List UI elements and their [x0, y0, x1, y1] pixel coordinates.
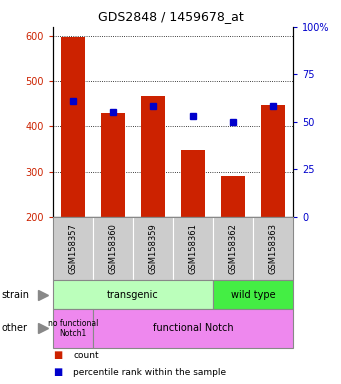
Text: GSM158361: GSM158361 — [189, 223, 197, 274]
Text: no functional
Notch1: no functional Notch1 — [48, 319, 98, 338]
Text: GDS2848 / 1459678_at: GDS2848 / 1459678_at — [98, 10, 243, 23]
Bar — [181, 150, 205, 217]
Text: GSM158357: GSM158357 — [69, 223, 77, 274]
Text: ■: ■ — [53, 367, 62, 377]
Bar — [261, 105, 285, 217]
Text: percentile rank within the sample: percentile rank within the sample — [73, 368, 226, 377]
Text: other: other — [2, 323, 28, 333]
Text: GSM158363: GSM158363 — [269, 223, 278, 274]
Text: GSM158359: GSM158359 — [149, 223, 158, 274]
Bar — [101, 113, 125, 217]
Text: count: count — [73, 351, 99, 360]
Text: GSM158360: GSM158360 — [108, 223, 117, 274]
Bar — [221, 176, 245, 217]
Text: ■: ■ — [53, 350, 62, 360]
Text: GSM158362: GSM158362 — [229, 223, 238, 274]
Text: strain: strain — [2, 290, 30, 300]
Text: wild type: wild type — [231, 290, 276, 300]
Text: transgenic: transgenic — [107, 290, 159, 300]
Bar — [61, 37, 85, 217]
Text: functional Notch: functional Notch — [153, 323, 233, 333]
Bar — [141, 96, 165, 217]
